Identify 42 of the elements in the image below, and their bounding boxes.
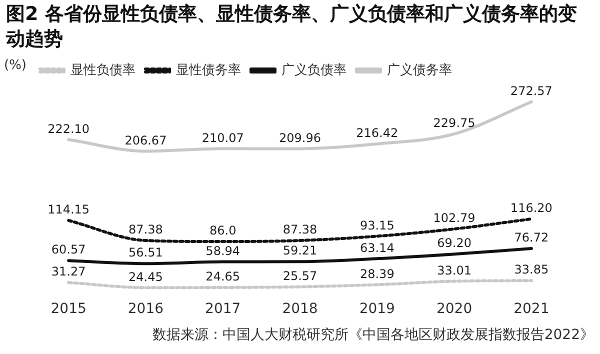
source-note: 数据来源：中国人大财税研究所《中国各地区财政发展指数报告2022》	[152, 326, 594, 344]
data-label: 60.57	[51, 242, 86, 257]
x-tick-label: 2021	[514, 301, 550, 318]
legend-label: 广义债务率	[387, 62, 452, 78]
data-label: 58.94	[206, 244, 240, 258]
legend-label: 显性负债率	[70, 62, 136, 78]
data-label: 25.57	[282, 268, 318, 283]
data-label: 87.38	[282, 222, 318, 237]
data-label: 76.72	[514, 230, 549, 245]
x-tick-label: 2017	[205, 301, 241, 318]
x-tick-label: 2019	[359, 301, 395, 318]
data-label: 116.20	[510, 201, 552, 216]
data-label: 24.45	[128, 270, 163, 284]
legend-label: 显性债务率	[176, 62, 241, 78]
data-label: 24.65	[206, 270, 240, 284]
data-label: 28.39	[360, 266, 394, 281]
x-tick-label: 2020	[436, 301, 472, 318]
data-label: 222.10	[48, 122, 90, 136]
data-label: 229.75	[433, 116, 476, 130]
data-label: 33.85	[514, 262, 549, 277]
x-tick-label: 2015	[50, 301, 86, 318]
data-label: 69.20	[437, 236, 472, 250]
x-tick-label: 2016	[128, 301, 164, 318]
data-label: 31.27	[51, 264, 86, 279]
data-label: 33.01	[437, 263, 472, 278]
data-label: 56.51	[128, 246, 163, 260]
legend-label: 广义负债率	[282, 62, 346, 78]
data-label: 210.07	[202, 130, 244, 145]
data-label: 86.0	[210, 224, 236, 238]
data-label: 206.67	[124, 133, 167, 148]
data-label: 87.38	[128, 222, 163, 237]
chart-title: 图2 各省份显性负债率、显性债务率、广义负债率和广义债务率的变动趋势	[4, 2, 578, 52]
data-label: 59.21	[282, 244, 318, 258]
data-label: 93.15	[360, 218, 394, 232]
x-tick-label: 2018	[282, 301, 318, 318]
data-label: 272.57	[510, 84, 552, 98]
data-label: 209.96	[279, 130, 321, 145]
data-label: 216.42	[356, 126, 398, 140]
data-label: 102.79	[433, 211, 476, 226]
data-label: 63.14	[360, 240, 394, 255]
data-label: 114.15	[48, 202, 90, 217]
y-axis-title: (%)	[4, 58, 26, 73]
